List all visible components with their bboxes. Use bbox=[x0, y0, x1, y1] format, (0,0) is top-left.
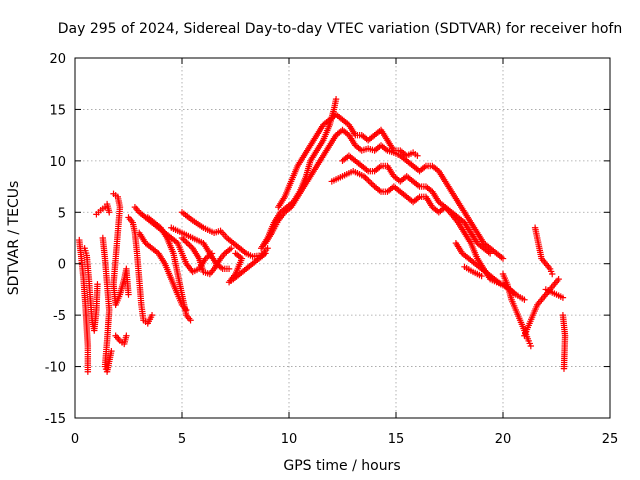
x-axis-label: GPS time / hours bbox=[283, 458, 400, 474]
marker-arc-s bbox=[365, 177, 372, 184]
y-axis-label: SDTVAR / TECUs bbox=[6, 181, 22, 296]
marker-arc-q bbox=[414, 152, 421, 159]
marker-arc-s bbox=[366, 178, 374, 186]
marker-arc-g bbox=[148, 311, 156, 319]
marker-arc-s bbox=[363, 176, 371, 183]
marker-arc-d bbox=[108, 347, 115, 355]
x-tick-label: 10 bbox=[281, 432, 298, 447]
x-tick-label: 0 bbox=[71, 432, 79, 447]
marker-arc-x bbox=[559, 294, 567, 301]
marker-arc-l bbox=[184, 240, 192, 248]
x-tick-label: 15 bbox=[388, 432, 405, 447]
y-tick-label: 5 bbox=[58, 206, 66, 221]
marker-arc-s bbox=[521, 296, 528, 303]
axis-ticks: 0 5 10 15 20 25 -15 -10 -5 0 5 10 15 20 bbox=[45, 52, 619, 447]
marker-arc-f bbox=[123, 332, 130, 339]
marker-arc-b bbox=[94, 281, 101, 288]
marker-arc-l bbox=[228, 245, 235, 252]
y-tick-label: 15 bbox=[49, 103, 66, 118]
marker-arc-o bbox=[332, 95, 340, 103]
marker-arc-s bbox=[362, 174, 369, 181]
marker-arc-r bbox=[486, 250, 494, 257]
marker-arc-y bbox=[560, 365, 568, 372]
plot-frame bbox=[74, 57, 611, 419]
marker-arc-p bbox=[499, 255, 507, 262]
x-tick-label: 5 bbox=[178, 432, 186, 447]
marker-arc-l bbox=[180, 236, 187, 243]
marker-arc-c bbox=[106, 209, 113, 216]
marker-arc-s bbox=[369, 181, 377, 189]
marker-arc-k bbox=[225, 265, 233, 273]
y-tick-label: 10 bbox=[49, 155, 66, 170]
y-tick-label: 20 bbox=[49, 52, 66, 67]
x-tick-label: 25 bbox=[602, 432, 619, 447]
chart-title: Day 295 of 2024, Sidereal Day-to-day VTE… bbox=[58, 21, 622, 37]
marker-arc-l bbox=[178, 234, 186, 242]
marker-arc-l bbox=[181, 237, 189, 245]
marker-arc-s bbox=[360, 173, 368, 180]
y-tick-label: -10 bbox=[45, 361, 66, 376]
marker-arc-a bbox=[84, 368, 92, 375]
marker-arc-u bbox=[527, 342, 535, 350]
marker-arc-l bbox=[186, 242, 193, 249]
marker-arc-s bbox=[368, 180, 375, 187]
y-tick-label: -15 bbox=[45, 412, 66, 427]
marker-arc-m bbox=[264, 245, 271, 252]
marker-arc-z bbox=[478, 272, 485, 280]
marker-arc-l bbox=[183, 239, 190, 246]
marker-arc-v bbox=[555, 275, 562, 283]
marker-arc-w bbox=[549, 270, 556, 278]
marker-arc-n bbox=[262, 250, 269, 257]
x-tick-label: 20 bbox=[495, 432, 512, 447]
marker-arc-j bbox=[183, 306, 190, 314]
marker-arc-i bbox=[187, 317, 194, 324]
grid bbox=[75, 58, 610, 418]
marker-arc-e bbox=[125, 291, 132, 298]
y-tick-label: -5 bbox=[53, 309, 66, 324]
y-tick-label: 0 bbox=[58, 258, 66, 273]
data-points bbox=[76, 95, 569, 375]
